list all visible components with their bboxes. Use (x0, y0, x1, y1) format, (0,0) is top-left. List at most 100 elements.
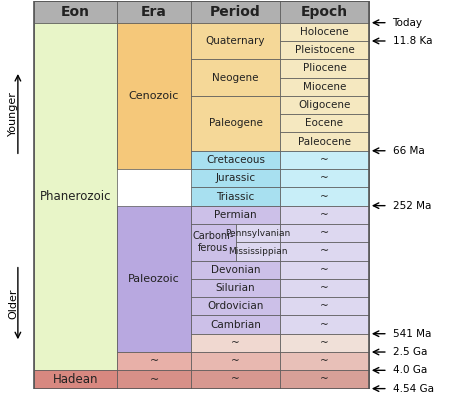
Text: Holocene: Holocene (300, 27, 349, 37)
FancyBboxPatch shape (191, 96, 280, 151)
Text: Miocene: Miocene (303, 82, 346, 92)
Text: Permian: Permian (214, 210, 257, 220)
Text: Cenozoic: Cenozoic (129, 91, 179, 101)
Text: Pliocene: Pliocene (302, 64, 346, 73)
FancyBboxPatch shape (236, 224, 280, 242)
Text: Neogene: Neogene (212, 73, 259, 83)
FancyBboxPatch shape (117, 206, 191, 352)
FancyBboxPatch shape (35, 371, 117, 389)
FancyBboxPatch shape (191, 316, 280, 334)
FancyBboxPatch shape (280, 151, 369, 169)
FancyBboxPatch shape (191, 187, 280, 206)
Text: Hadean: Hadean (53, 373, 99, 386)
Text: Paleogene: Paleogene (209, 118, 263, 128)
FancyBboxPatch shape (280, 23, 369, 41)
Text: Triassic: Triassic (217, 192, 255, 201)
Text: 4.0 Ga: 4.0 Ga (392, 365, 427, 375)
Text: ~: ~ (320, 338, 329, 348)
FancyBboxPatch shape (191, 23, 280, 59)
Text: 66 Ma: 66 Ma (392, 146, 424, 156)
Text: Devonian: Devonian (211, 265, 260, 275)
Text: Today: Today (392, 18, 422, 28)
FancyBboxPatch shape (191, 2, 280, 23)
FancyBboxPatch shape (236, 242, 280, 261)
FancyBboxPatch shape (280, 316, 369, 334)
Text: Silurian: Silurian (216, 283, 255, 293)
Text: ~: ~ (320, 265, 329, 275)
FancyBboxPatch shape (117, 23, 191, 169)
FancyBboxPatch shape (191, 206, 280, 224)
Text: Paleocene: Paleocene (298, 137, 351, 147)
FancyBboxPatch shape (280, 59, 369, 77)
Text: Eocene: Eocene (305, 118, 344, 128)
Text: ~: ~ (320, 356, 329, 366)
Text: ~: ~ (231, 338, 240, 348)
Text: ~: ~ (320, 283, 329, 293)
Text: Quaternary: Quaternary (206, 36, 265, 46)
FancyBboxPatch shape (280, 2, 369, 23)
Text: Carboni-
ferous: Carboni- ferous (192, 231, 234, 253)
FancyBboxPatch shape (191, 371, 280, 389)
Text: ~: ~ (231, 356, 240, 366)
FancyBboxPatch shape (35, 2, 117, 23)
Text: Mississippian: Mississippian (228, 247, 288, 256)
Text: ~: ~ (320, 246, 329, 256)
FancyBboxPatch shape (280, 96, 369, 114)
FancyBboxPatch shape (191, 261, 280, 279)
FancyBboxPatch shape (280, 279, 369, 297)
FancyBboxPatch shape (280, 334, 369, 352)
FancyBboxPatch shape (191, 297, 280, 316)
Text: 11.8 Ka: 11.8 Ka (392, 36, 432, 46)
FancyBboxPatch shape (280, 242, 369, 261)
Text: 2.5 Ga: 2.5 Ga (392, 347, 427, 357)
FancyBboxPatch shape (117, 352, 191, 371)
FancyBboxPatch shape (191, 352, 280, 371)
FancyBboxPatch shape (191, 334, 280, 352)
Text: Phanerozoic: Phanerozoic (40, 190, 111, 203)
Text: ~: ~ (320, 301, 329, 311)
Text: Pleistocene: Pleistocene (295, 45, 355, 55)
FancyBboxPatch shape (191, 169, 280, 187)
FancyBboxPatch shape (280, 187, 369, 206)
FancyBboxPatch shape (117, 2, 191, 23)
FancyBboxPatch shape (35, 23, 117, 371)
Text: Paleozoic: Paleozoic (128, 274, 180, 284)
FancyBboxPatch shape (191, 279, 280, 297)
Text: 4.54 Ga: 4.54 Ga (392, 384, 434, 393)
Text: Era: Era (141, 5, 167, 19)
Text: Eon: Eon (61, 5, 90, 19)
FancyBboxPatch shape (280, 261, 369, 279)
FancyBboxPatch shape (280, 224, 369, 242)
FancyBboxPatch shape (280, 77, 369, 96)
FancyBboxPatch shape (280, 41, 369, 59)
FancyBboxPatch shape (191, 151, 280, 169)
Text: Cambrian: Cambrian (210, 320, 261, 329)
FancyBboxPatch shape (280, 132, 369, 151)
Text: Older: Older (8, 288, 18, 319)
FancyBboxPatch shape (280, 297, 369, 316)
Text: ~: ~ (149, 356, 159, 366)
Text: Pennsylvanian: Pennsylvanian (225, 229, 291, 238)
FancyBboxPatch shape (280, 114, 369, 132)
Text: ~: ~ (320, 320, 329, 329)
Text: ~: ~ (320, 374, 329, 384)
FancyBboxPatch shape (191, 224, 236, 261)
FancyBboxPatch shape (191, 59, 280, 96)
Text: Period: Period (210, 5, 261, 19)
Text: 252 Ma: 252 Ma (392, 201, 431, 211)
Text: Younger: Younger (8, 91, 18, 136)
Text: ~: ~ (231, 374, 240, 384)
FancyBboxPatch shape (280, 352, 369, 371)
FancyBboxPatch shape (280, 169, 369, 187)
Text: Jurassic: Jurassic (216, 173, 255, 183)
Text: Cretaceous: Cretaceous (206, 155, 265, 165)
FancyBboxPatch shape (117, 371, 191, 389)
FancyBboxPatch shape (280, 206, 369, 224)
Text: ~: ~ (320, 192, 329, 201)
Text: ~: ~ (320, 155, 329, 165)
Text: ~: ~ (149, 374, 159, 384)
Text: Oligocene: Oligocene (298, 100, 351, 110)
Text: ~: ~ (320, 210, 329, 220)
Text: ~: ~ (320, 173, 329, 183)
Text: Ordovician: Ordovician (207, 301, 264, 311)
